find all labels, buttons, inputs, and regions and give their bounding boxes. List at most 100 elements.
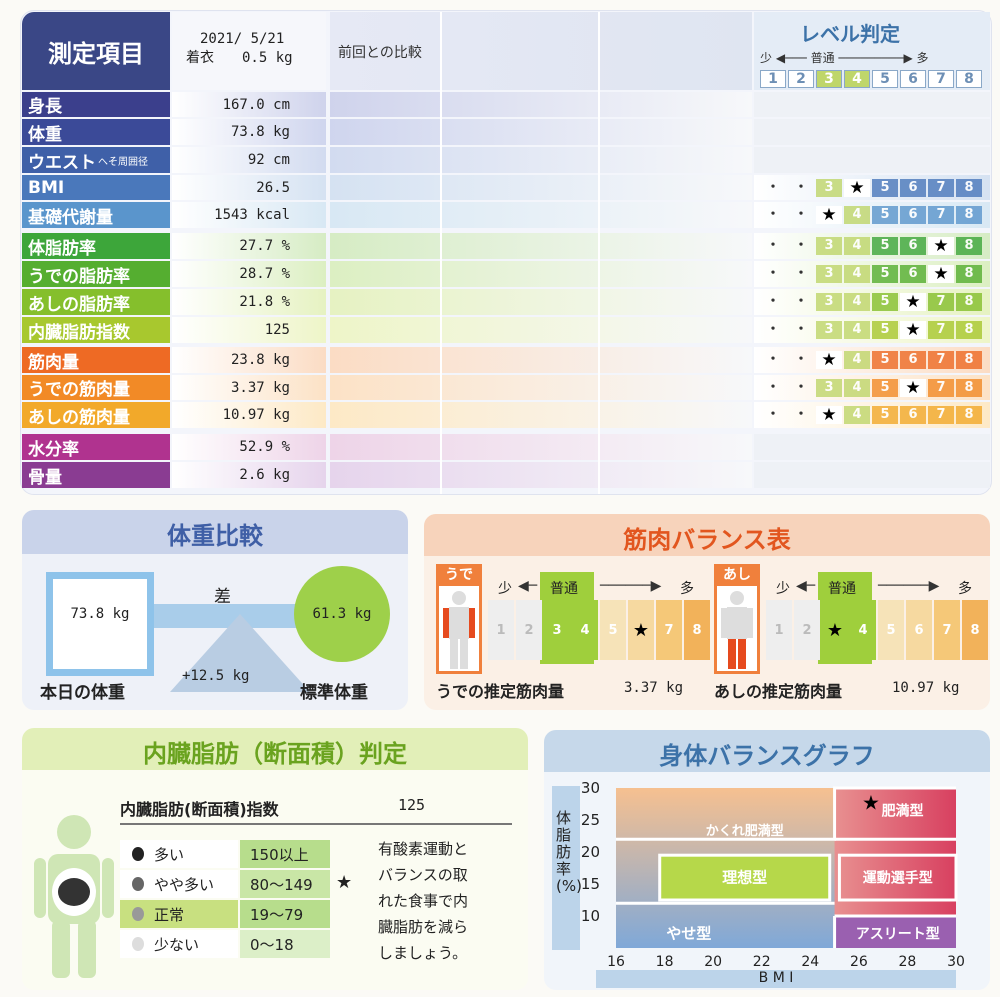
level-normal: 普通	[810, 51, 835, 65]
level-star-icon: ★	[900, 379, 926, 397]
level-cell: 8	[956, 265, 982, 283]
row-value: 1543 kcal	[172, 202, 326, 228]
level-cell: ・	[766, 294, 780, 309]
fat-level-dot-icon	[132, 937, 144, 951]
athlete-type-region	[837, 853, 958, 902]
muscle-level-cell: 6	[906, 600, 932, 660]
legend-range: 19〜79	[240, 900, 330, 928]
row-label-text: 体脂肪率	[28, 238, 96, 259]
clothes-weight: 着衣 0.5 kg	[186, 50, 293, 66]
level-box: 7	[928, 70, 954, 88]
row-label: 基礎代謝量	[22, 202, 170, 228]
muscle-level-cell: 5	[600, 600, 626, 660]
level-cell: 3	[816, 379, 842, 397]
fat-level-dot-icon	[132, 847, 144, 861]
muscle-level-cell: 1	[488, 600, 514, 660]
body-balance-panel: 身体バランスグラフ 体脂肪率(%) B M I 肥満型 かくれ肥満型 理想型 運動選手…	[544, 730, 990, 990]
level-cell: ・	[766, 207, 780, 222]
advice-line: しましょう。	[378, 944, 468, 962]
visceral-legend-row: 正常 19〜79	[120, 900, 360, 928]
level-cell: 5	[872, 321, 898, 339]
row-label: 身長	[22, 92, 170, 117]
previous-compare-header: 前回との比較	[330, 12, 752, 90]
muscle-level-cell: 5	[878, 600, 904, 660]
level-cell: ・	[794, 207, 808, 222]
region-label-ideal: 理想型	[722, 869, 767, 887]
region-label-hidden_obese: かくれ肥満型	[706, 823, 784, 839]
level-cell: 4	[844, 265, 870, 283]
row-label-text: うでの脂肪率	[28, 266, 130, 287]
compare-band	[330, 202, 752, 228]
level-cell: 5	[872, 179, 898, 197]
arm-axis-arrow-right-icon: ──────▶	[600, 578, 662, 594]
level-star-icon: ★	[816, 406, 842, 424]
level-box: 5	[872, 70, 898, 88]
level-cell: ・	[766, 266, 780, 281]
row-label-text: あしの筋肉量	[28, 407, 130, 428]
divider	[120, 823, 512, 825]
muscle-balance-panel: 筋肉バランス表 うで 少 ◀─ 普通 ──────▶ 多 1 2 3 4 5 ★ 7 8 あし…	[424, 514, 990, 710]
row-label: あしの筋肉量	[22, 402, 170, 428]
level-cell: 8	[956, 237, 982, 255]
standard-weight-value: 61.3 kg	[312, 606, 372, 622]
row-label: 骨量	[22, 462, 170, 488]
level-cell: ・	[766, 322, 780, 337]
row-label: うでの脂肪率	[22, 261, 170, 287]
level-cell: ・	[794, 322, 808, 337]
compare-band	[330, 147, 752, 173]
x-tick-label: 28	[899, 954, 917, 970]
row-level-cells: ・・ 3 ★ 5 6 7 8	[760, 179, 982, 197]
y-tick-label: 25	[581, 811, 600, 829]
leg-less: 少	[776, 581, 790, 597]
level-cell: 6	[900, 351, 926, 369]
measurement-date: 2021/ 5/21	[200, 31, 285, 47]
visceral-index-label: 内臓脂肪(断面積)指数	[120, 800, 279, 819]
muscle-level-cell: 2	[794, 600, 820, 660]
row-label-text: 基礎代謝量	[28, 207, 113, 228]
level-cell: 4	[844, 351, 870, 369]
muscle-level-cell: 3	[544, 600, 570, 660]
legend-range: 0〜18	[240, 930, 330, 958]
arrow-right-icon: ─────────▶	[838, 51, 913, 65]
region-border	[616, 786, 956, 841]
y-tick-label: 20	[581, 843, 600, 861]
level-cell: ・	[794, 380, 808, 395]
muscle-level-cell: 8	[962, 600, 988, 660]
x-tick-label: 18	[656, 954, 674, 970]
leg-body-icon	[721, 591, 753, 669]
level-box: 4	[844, 70, 870, 88]
level-cell: 7	[928, 351, 954, 369]
diff-label: 差	[214, 587, 231, 607]
muscle-level-star-icon: ★	[822, 600, 848, 660]
row-label: 体重	[22, 119, 170, 145]
level-band	[754, 147, 990, 173]
body-balance-title: 身体バランスグラフ	[659, 742, 875, 770]
muscle-level-cell: 7	[934, 600, 960, 660]
level-cell: 6	[900, 237, 926, 255]
row-label-text: 骨量	[28, 467, 62, 488]
arm-more: 多	[680, 581, 694, 597]
row-value: 2.6 kg	[172, 462, 326, 488]
muscle-level-cell: 8	[684, 600, 710, 660]
legend-label-cell: やや多い	[120, 870, 238, 898]
today-weight-box	[46, 572, 154, 676]
legend-label-cell: 正常	[120, 900, 238, 928]
visceral-fat-title: 内臓脂肪（断面積）判定	[143, 740, 407, 768]
muscle-level-star-icon: ★	[628, 600, 654, 660]
muscle-level-cell: 1	[766, 600, 792, 660]
level-star-icon: ★	[816, 206, 842, 224]
row-label-note: へそ周囲径	[98, 156, 148, 168]
compare-band	[330, 347, 752, 373]
row-label-text: 内臓脂肪指数	[28, 322, 130, 343]
level-scale: 1 2 3 4 5 6 7 8	[760, 70, 982, 88]
arrow-left-icon: ◀───	[775, 51, 807, 65]
row-level-cells: ・・ 3 4 5 ★ 7 8	[760, 293, 982, 311]
xlabel-band	[596, 970, 956, 988]
compare-band	[330, 434, 752, 460]
row-label-text: 水分率	[28, 439, 79, 460]
level-cell: 5	[872, 379, 898, 397]
level-box: 8	[956, 70, 982, 88]
level-cell: 7	[928, 379, 954, 397]
row-value: 21.8 %	[172, 289, 326, 315]
compare-band	[330, 92, 752, 117]
